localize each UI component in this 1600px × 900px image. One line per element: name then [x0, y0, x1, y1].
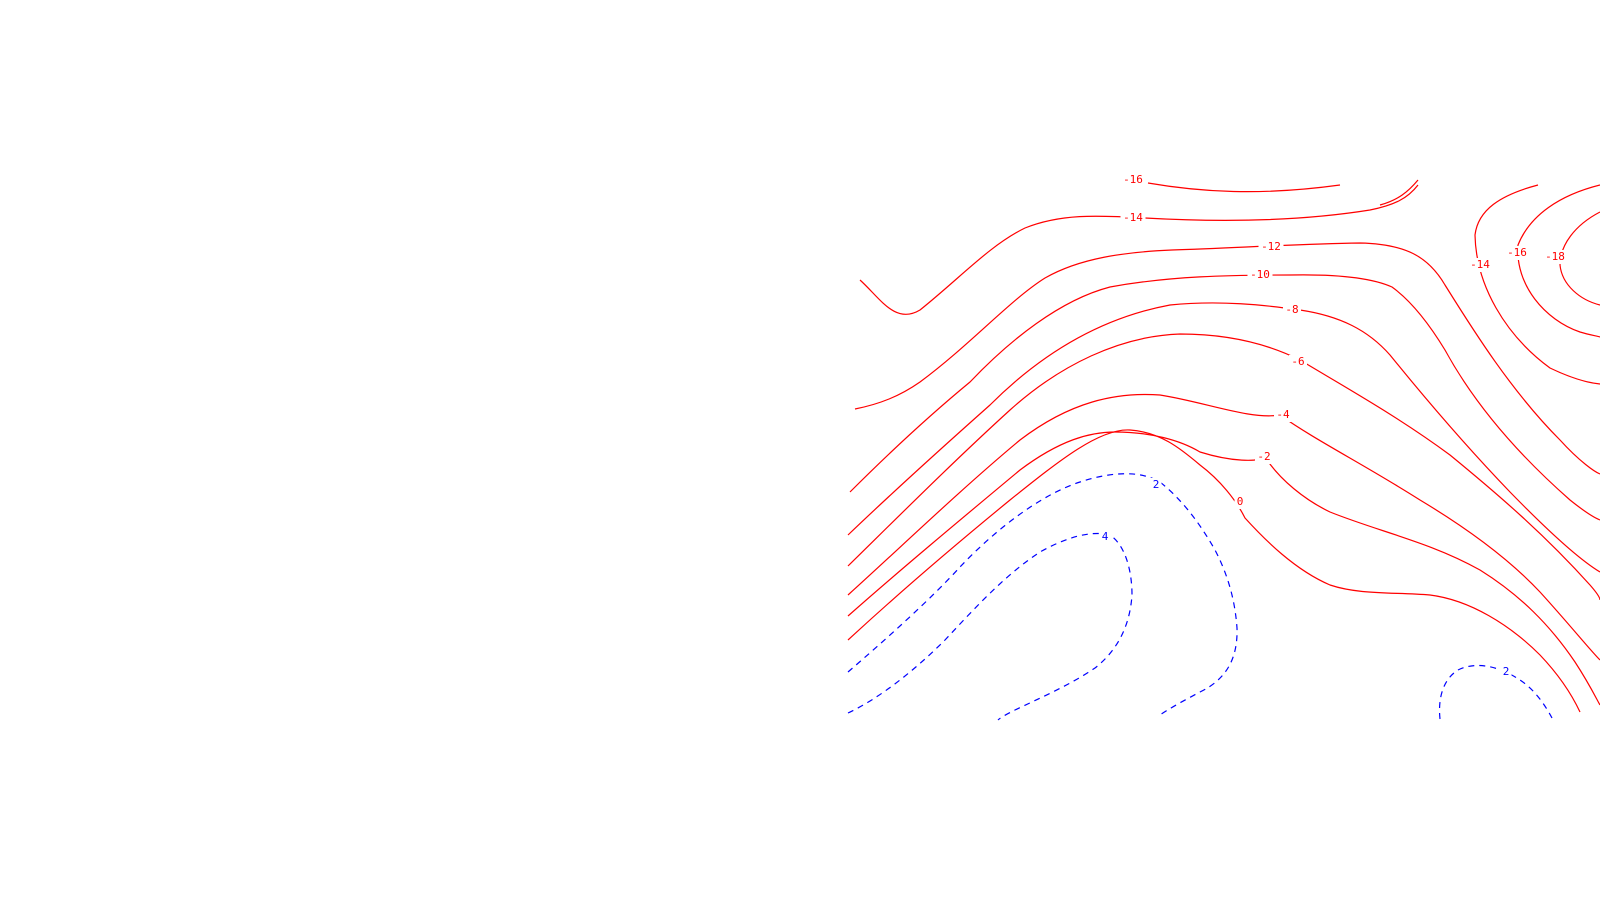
contour-label-c0: 0 — [1237, 495, 1244, 508]
contour-label-bg — [1274, 408, 1292, 422]
contour-label-bg — [1500, 665, 1512, 679]
contour-line-c2b — [1438, 664, 1553, 720]
contour-line-c-8 — [847, 302, 1600, 573]
contour-line-c-12 — [854, 242, 1600, 475]
contour-label-c-16: -16 — [1123, 173, 1143, 186]
contour-line-e-18 — [1559, 211, 1600, 306]
contour-label-c2b: 2 — [1503, 665, 1510, 678]
contour-label-c-4: -4 — [1276, 408, 1290, 421]
contour-label-bg — [1283, 303, 1301, 317]
contour-line-e-14 — [1474, 184, 1600, 385]
contour-line-c0 — [847, 429, 1581, 713]
contour-label-bg — [1120, 211, 1146, 225]
contour-line-c4 — [847, 532, 1133, 721]
contour-label-c-14: -14 — [1123, 211, 1143, 224]
contour-label-c-6: -6 — [1291, 355, 1304, 368]
contour-label-c-10: -10 — [1250, 268, 1270, 281]
contour-label-c4: 4 — [1102, 530, 1109, 543]
contour-line-c-14 — [859, 184, 1419, 315]
contour-label-c-12: -12 — [1261, 240, 1281, 253]
contour-label-bg — [1247, 268, 1273, 282]
contour-label-e-14: -14 — [1470, 258, 1490, 271]
contour-line-c2 — [847, 473, 1238, 716]
contour-label-bg — [1120, 173, 1146, 187]
contour-label-c2: 2 — [1153, 478, 1160, 491]
contour-line-e-16 — [1517, 184, 1600, 338]
contour-label-bg — [1504, 246, 1530, 260]
contour-labels: -16 -14 -12 -10 -8 -6 -4 -2 0 2 4 2 -14 -16 -18 — [1099, 173, 1568, 679]
contour-label-bg — [1467, 258, 1493, 272]
contour-line-c-4 — [847, 393, 1600, 661]
contour-label-bg — [1258, 240, 1284, 254]
contour-label-bg — [1099, 530, 1111, 544]
contour-label-e-16: -16 — [1507, 246, 1527, 259]
contour-label-c-8: -8 — [1285, 303, 1298, 316]
contour-label-bg — [1542, 250, 1568, 264]
contour-line-c-6 — [847, 333, 1600, 601]
contour-label-bg — [1255, 450, 1273, 464]
contour-label-bg — [1234, 495, 1246, 509]
contour-line-c-10 — [849, 274, 1600, 521]
contour-label-c-2: -2 — [1257, 450, 1270, 463]
contour-label-bg — [1289, 355, 1307, 369]
contour-label-e-18: -18 — [1545, 250, 1565, 263]
contour-label-bg — [1150, 478, 1162, 492]
contour-line-c-2 — [847, 431, 1600, 706]
contour-line-c-16 — [1147, 179, 1419, 206]
